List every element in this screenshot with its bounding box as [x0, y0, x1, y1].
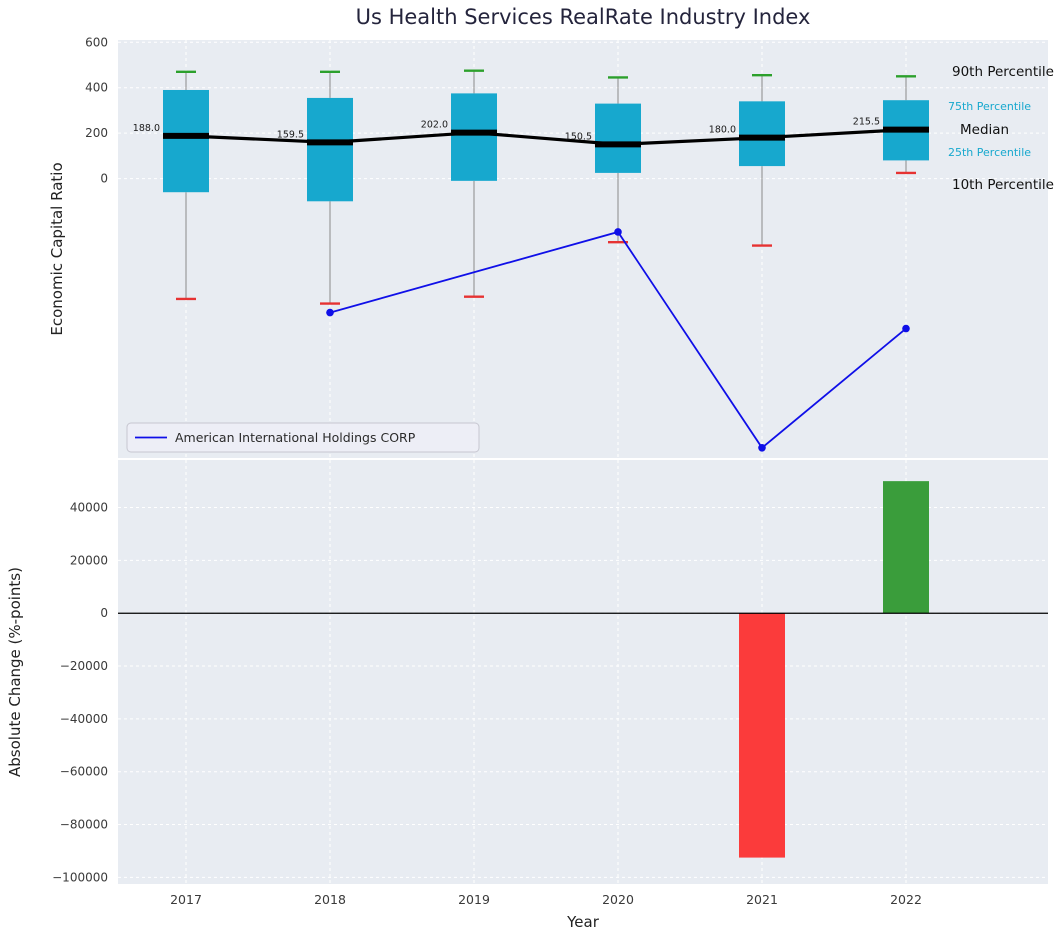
y-tick-label: 0 [100, 172, 108, 186]
y-axis-label: Economic Capital Ratio [48, 162, 66, 335]
box-plot-panel: 600 400 200 0 188.0 159.5 202.0 150.5 180.0 215.5… [48, 35, 1054, 458]
median-value-label: 202.0 [421, 120, 448, 131]
y-axis-label: Absolute Change (%-points) [6, 567, 24, 777]
x-tick-label: 2017 [170, 892, 202, 907]
x-tick-label: 2022 [890, 892, 922, 907]
percentile-label: Median [960, 122, 1009, 138]
y-tick-label: −60000 [60, 765, 108, 779]
percentile-label: 10th Percentile [952, 177, 1054, 193]
percentile-label: 75th Percentile [948, 100, 1031, 113]
x-tick-label: 2021 [746, 892, 778, 907]
x-tick-label: 2019 [458, 892, 490, 907]
median-value-label: 215.5 [853, 117, 880, 128]
bar-chart-panel: 40000 20000 0 −20000 −40000 −60000 −80000 −1000… [6, 460, 1048, 931]
iqr-box [739, 101, 785, 167]
y-tick-label: −80000 [60, 818, 108, 832]
median-value-label: 159.5 [277, 129, 304, 140]
y-tick-label: 400 [85, 81, 108, 95]
box-2017 [163, 70, 209, 301]
iqr-box [451, 93, 497, 181]
y-tick-label: 600 [85, 35, 108, 49]
y-tick-label: 0 [100, 606, 108, 620]
company-line [329, 230, 907, 450]
box-2021 [739, 74, 785, 247]
y-tick-label: 20000 [70, 553, 108, 567]
box-2018 [307, 70, 353, 305]
legend-box [126, 422, 480, 453]
y-tick-label: 40000 [70, 501, 108, 515]
percentile-label: 25th Percentile [948, 146, 1031, 159]
median-line [185, 128, 907, 146]
x-axis-label: Year [566, 913, 600, 931]
iqr-box [163, 89, 209, 193]
box-2019 [451, 69, 497, 298]
y-tick-label: 200 [85, 126, 108, 140]
company-point [758, 443, 766, 452]
company-point [902, 324, 910, 333]
change-bar-2022 [883, 481, 929, 614]
change-bar-2021 [739, 613, 785, 858]
x-tick-label: 2018 [314, 892, 346, 907]
legend-label: American International Holdings CORP [175, 430, 416, 445]
x-tick-label: 2020 [602, 892, 634, 907]
legend: American International Holdings CORP [126, 422, 480, 453]
median-value-label: 180.0 [709, 125, 736, 136]
y-tick-label: −100000 [52, 870, 108, 884]
y-tick-label: −40000 [60, 712, 108, 726]
median-value-label: 150.5 [565, 131, 592, 142]
chart-title: Us Health Services RealRate Industry Ind… [355, 5, 811, 29]
percentile-label: 90th Percentile [952, 64, 1054, 80]
box-2020 [595, 76, 641, 244]
median-value-label: 188.0 [133, 123, 160, 134]
y-tick-label: −20000 [60, 659, 108, 673]
company-point [326, 308, 334, 317]
iqr-box [595, 103, 641, 173]
iqr-box [307, 97, 353, 202]
company-point [614, 228, 622, 236]
